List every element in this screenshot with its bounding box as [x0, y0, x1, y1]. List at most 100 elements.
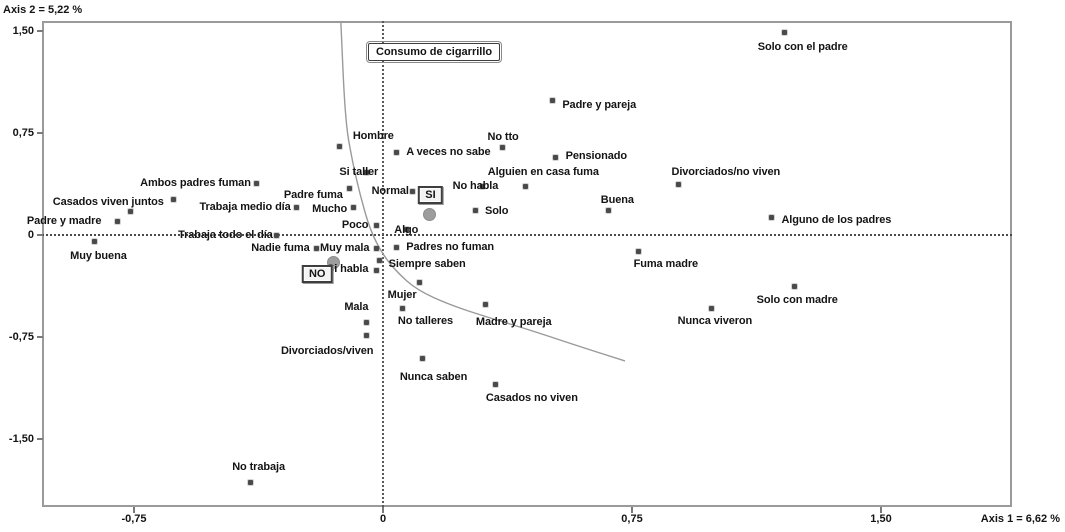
point-label: Si habla	[326, 263, 369, 276]
x-tick-label: -0,75	[121, 513, 147, 525]
data-point	[709, 305, 715, 311]
point-label: Pensionado	[565, 150, 627, 163]
data-point	[410, 188, 416, 194]
data-point	[417, 280, 423, 286]
data-point	[523, 183, 529, 189]
point-label: Si taller	[339, 166, 379, 179]
point-label: Siempre saben	[388, 257, 466, 270]
point-label: Hombre	[352, 129, 394, 142]
y-tick	[37, 132, 43, 134]
boundary-curve	[340, 20, 626, 362]
data-point	[363, 169, 369, 175]
data-point	[553, 154, 559, 160]
x-tick-label: 1,50	[870, 513, 892, 525]
data-point	[393, 149, 399, 155]
center-box-si: SI	[418, 185, 443, 204]
data-point	[403, 227, 409, 233]
point-label: Mucho	[312, 202, 348, 215]
y-tick	[37, 234, 43, 236]
data-point	[314, 246, 320, 252]
data-point	[337, 144, 343, 150]
data-point	[254, 180, 260, 186]
data-point	[347, 186, 353, 192]
data-point	[247, 480, 253, 486]
y-tick-label: 0	[27, 229, 34, 241]
data-point	[363, 319, 369, 325]
center-box-no: NO	[301, 265, 333, 284]
point-label: Casados viven juntos	[52, 195, 164, 208]
data-point	[400, 305, 406, 311]
point-label: A veces no sabe	[406, 146, 491, 159]
data-point	[114, 218, 120, 224]
data-point	[373, 246, 379, 252]
data-point	[171, 197, 177, 203]
data-point	[294, 205, 300, 211]
data-point	[350, 205, 356, 211]
y-tick-label: 0,75	[12, 127, 34, 139]
point-label: Madre y pareja	[475, 316, 552, 329]
point-label: No tto	[487, 130, 519, 143]
x-tick-label: 0	[379, 513, 387, 525]
data-point	[373, 267, 379, 273]
point-label: Padres no fuman	[406, 241, 495, 254]
data-point	[768, 214, 774, 220]
y-tick-label: 1,50	[12, 25, 34, 37]
x-tick	[133, 507, 135, 513]
point-label: Buena	[600, 193, 634, 206]
point-label: Mujer	[387, 288, 417, 301]
data-point	[128, 209, 134, 215]
data-point	[549, 97, 555, 103]
x-tick	[382, 507, 384, 513]
point-label: Muy buena	[70, 249, 127, 262]
data-point	[363, 333, 369, 339]
point-label: Algo	[394, 223, 419, 236]
point-label: No trabaja	[232, 460, 285, 473]
point-label: Mala	[344, 301, 369, 314]
point-label: No talleres	[397, 315, 454, 328]
point-label: No habla	[452, 180, 499, 193]
point-label: Ambos padres fuman	[140, 177, 251, 190]
data-point	[792, 284, 798, 290]
point-label: Casados no viven	[485, 391, 578, 404]
point-label: Nunca viveron	[677, 315, 753, 328]
data-point	[274, 232, 280, 238]
data-point	[483, 301, 489, 307]
data-point	[373, 222, 379, 228]
data-point	[480, 183, 486, 189]
data-point	[420, 356, 426, 362]
data-point	[91, 239, 97, 245]
point-label: Padre y pareja	[562, 99, 637, 112]
center-point-si	[422, 208, 436, 222]
plot-border	[42, 21, 1012, 507]
point-label: Solo con madre	[756, 293, 838, 306]
data-point	[675, 182, 681, 188]
point-label: Divorciados/viven	[280, 344, 374, 357]
data-point	[473, 208, 479, 214]
point-label: Nadie fuma	[251, 241, 310, 254]
point-label: Trabaja medio día	[199, 200, 291, 213]
origin-vertical-line	[382, 21, 384, 507]
data-point	[782, 29, 788, 35]
y-tick	[37, 30, 43, 32]
point-label: Padre y madre	[26, 215, 102, 228]
point-label: Solo	[484, 204, 509, 217]
data-point	[606, 208, 612, 214]
y-tick-label: -1,50	[8, 433, 34, 445]
x-tick	[880, 507, 882, 513]
y-axis-title: Axis 2 = 5,22 %	[3, 4, 83, 16]
point-label: Fuma madre	[633, 258, 699, 271]
data-point	[393, 244, 399, 250]
point-label: Trabaja todo el día	[178, 229, 273, 241]
x-axis-title: Axis 1 = 6,62 %	[980, 513, 1060, 525]
point-label: Padre fuma	[283, 188, 343, 201]
data-point	[500, 145, 506, 151]
point-label: Nunca saben	[399, 370, 468, 383]
point-label: Alguien en casa fuma	[487, 166, 599, 179]
point-label: Normal	[371, 185, 409, 198]
data-point	[636, 248, 642, 254]
point-label: Alguno de los padres	[781, 214, 892, 227]
point-label: Solo con el padre	[757, 41, 848, 54]
data-point	[377, 258, 383, 264]
y-tick	[37, 336, 43, 338]
